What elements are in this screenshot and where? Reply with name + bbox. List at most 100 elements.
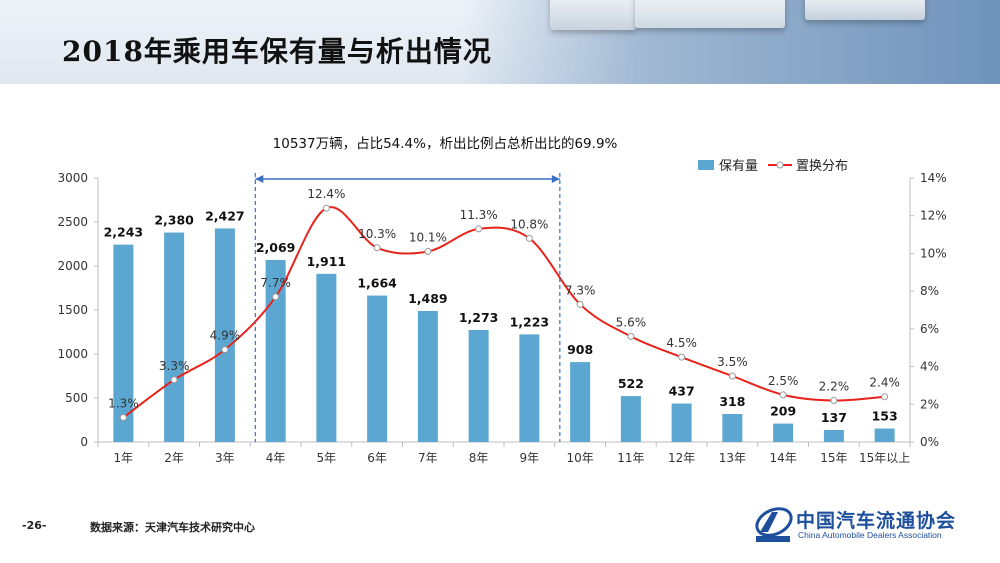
cada-logo: 中国汽车流通协会 China Automobile Dealers Associ… [752, 500, 992, 546]
line-value-label: 11.3% [460, 208, 498, 222]
bar-value-label: 2,243 [104, 225, 144, 240]
line-point [728, 372, 736, 380]
line-value-label: 7.7% [260, 276, 291, 290]
annotation-text: 10537万辆，占比54.4%，析出比例占总析出比的69.9% [273, 136, 618, 152]
line-point [170, 376, 178, 384]
bar [113, 244, 134, 442]
x-tick-label: 4年 [266, 451, 286, 465]
line-value-label: 7.3% [565, 283, 596, 297]
chart: 0 500 1000 1500 2000 2500 3000 0% 2% 4% 6% 8% 10% 12%… [57, 136, 946, 465]
y-right-tick-label: 12% [920, 209, 947, 223]
line-value-label: 10.8% [510, 217, 548, 231]
line-point [119, 413, 127, 421]
line-point [373, 244, 381, 252]
line-point [525, 234, 533, 242]
x-tick-label: 10年 [566, 451, 593, 465]
cube-shape [805, 0, 925, 20]
bar-series [113, 228, 895, 442]
annotation-arrow-left [255, 175, 264, 183]
line-value-label: 1.3% [108, 396, 139, 410]
bar-value-label: 2,380 [154, 213, 194, 228]
cada-logo-icon [755, 507, 793, 542]
line-series [119, 204, 889, 421]
line-point [881, 393, 889, 401]
line-data-labels: 1.3% 3.3% 4.9% 7.7% 12.4% 10.3% 10.1% 11.3% 10.8… [108, 187, 900, 410]
legend-bar-swatch [698, 160, 714, 170]
y-left-tick-label: 2000 [57, 259, 88, 273]
data-source-note: 数据来源：天津汽车技术研究中心 [90, 521, 255, 534]
header-banner: 2018年乘用车保有量与析出情况 [0, 0, 1000, 84]
y-right-tick-label: 14% [920, 171, 947, 185]
bar-value-label: 318 [719, 394, 745, 409]
bar-value-label: 209 [770, 404, 796, 419]
bar-value-label: 2,427 [205, 208, 245, 223]
line-point [779, 391, 787, 399]
header-cubes-image [460, 0, 1000, 84]
bar [773, 423, 794, 442]
line-value-label: 12.4% [307, 187, 345, 201]
bar-value-label: 1,489 [408, 291, 448, 306]
chart-axes: 0 500 1000 1500 2000 2500 3000 0% 2% 4% 6% 8% 10% 12%… [57, 171, 946, 465]
annotation: 10537万辆，占比54.4%，析出比例占总析出比的69.9% [254, 136, 618, 442]
y-left-tick-label: 3000 [57, 171, 88, 185]
bar [468, 329, 489, 442]
annotation-arrow-right [551, 175, 560, 183]
logo-text-en: China Automobile Dealers Association [798, 530, 942, 540]
bar-data-labels: 2,243 2,380 2,427 2,069 1,911 1,664 1,489 1,273… [104, 208, 898, 425]
bar [722, 414, 743, 442]
y-right-tick-label: 6% [920, 322, 939, 336]
line-point [830, 397, 838, 405]
bar-value-label: 1,911 [307, 254, 347, 269]
line-value-label: 5.6% [616, 315, 647, 329]
bar [417, 310, 438, 442]
y-left-tick-label: 1500 [57, 303, 88, 317]
bar-value-label: 1,664 [357, 276, 397, 291]
line-point [678, 353, 686, 361]
bar-value-label: 1,273 [459, 310, 499, 325]
bar [519, 334, 540, 442]
line-value-label: 2.4% [869, 376, 900, 390]
bar [671, 403, 692, 442]
bar [620, 396, 641, 442]
bar-value-label: 1,223 [510, 314, 550, 329]
bar [874, 428, 895, 442]
line-point [272, 293, 280, 301]
x-tick-label: 7年 [418, 451, 438, 465]
x-tick-label: 1年 [114, 451, 134, 465]
line-point [322, 204, 330, 212]
x-tick-label: 11年 [617, 451, 644, 465]
line-point [627, 332, 635, 340]
x-tick-label: 2年 [164, 451, 184, 465]
bar [214, 228, 235, 442]
page-number: -26- [22, 519, 47, 532]
cube-shape [635, 0, 785, 28]
x-tick-label: 12年 [668, 451, 695, 465]
legend-bar-label: 保有量 [719, 159, 758, 174]
x-tick-label: 9年 [520, 451, 540, 465]
x-tick-label: 13年 [719, 451, 746, 465]
bar-value-label: 522 [618, 376, 644, 391]
legend-line-marker [776, 161, 784, 169]
line-value-label: 4.5% [666, 336, 697, 350]
cube-shape [550, 0, 636, 30]
bar-value-label: 437 [669, 384, 695, 399]
line-value-label: 2.5% [768, 374, 799, 388]
x-tick-label: 15年 [820, 451, 847, 465]
bar-value-label: 153 [872, 409, 898, 424]
line-point [475, 225, 483, 233]
bar [823, 429, 844, 442]
x-tick-label: 3年 [215, 451, 235, 465]
bar [367, 295, 388, 442]
y-left-tick-label: 500 [65, 391, 88, 405]
line-value-label: 3.3% [159, 359, 190, 373]
line-point [221, 346, 229, 354]
line-value-label: 10.3% [358, 227, 396, 241]
bar [164, 232, 185, 442]
line-value-label: 10.1% [409, 231, 447, 245]
line-point [576, 300, 584, 308]
page-title: 2018年乘用车保有量与析出情况 [62, 35, 492, 68]
bar-value-label: 2,069 [256, 240, 296, 255]
legend: 保有量 置换分布 [698, 159, 848, 174]
y-left-tick-label: 2500 [57, 215, 88, 229]
y-right-tick-label: 2% [920, 397, 939, 411]
